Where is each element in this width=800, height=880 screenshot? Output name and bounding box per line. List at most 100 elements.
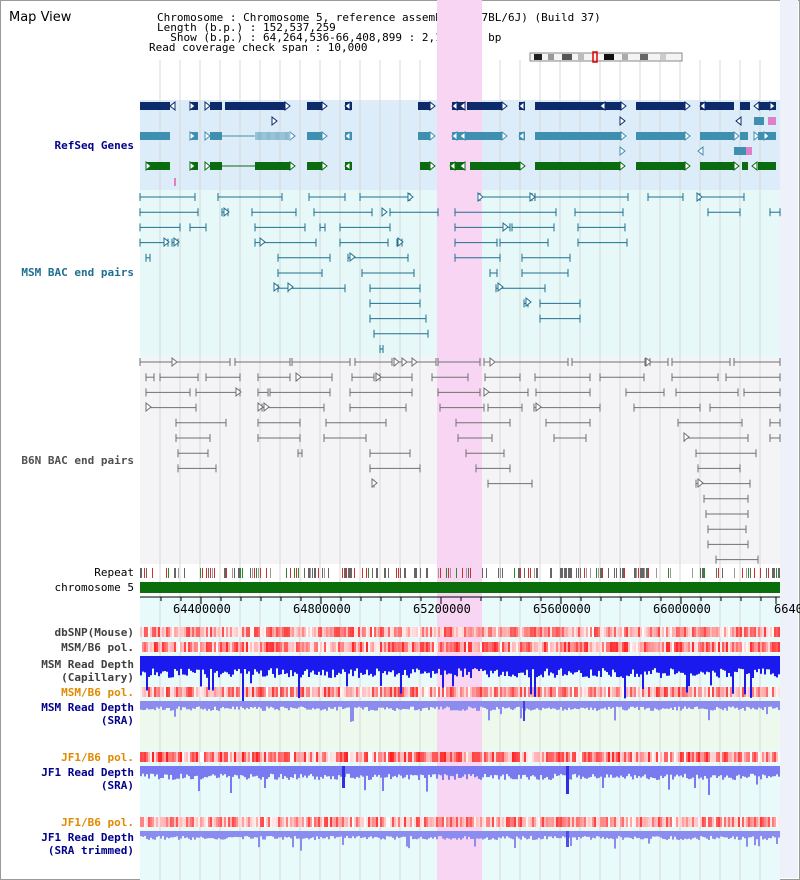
b6n-bac-pairs[interactable] <box>139 356 781 564</box>
heat-cell <box>366 817 368 827</box>
heat-cell <box>434 642 436 652</box>
depth-bar <box>306 831 308 838</box>
depth-bar <box>598 766 600 778</box>
depth-bar <box>346 766 348 774</box>
depth-bar <box>500 656 502 675</box>
heat-cell <box>754 752 756 762</box>
heat-cell <box>556 687 558 697</box>
repeat-element <box>750 568 751 578</box>
depth-bar <box>452 701 454 711</box>
depth-bar <box>570 701 572 710</box>
heat-cell <box>510 627 512 637</box>
heat-cell <box>262 687 264 697</box>
heat-cell <box>468 817 470 827</box>
depth-bar <box>374 766 376 775</box>
depth-bar <box>368 701 370 711</box>
depth-bar <box>642 701 644 707</box>
heat-cell <box>440 687 442 697</box>
repeat-element <box>344 568 346 578</box>
strand-arrow <box>684 160 691 172</box>
heat-cell <box>186 687 188 697</box>
depth-bar <box>560 701 562 708</box>
heat-cell <box>360 687 362 697</box>
heat-cell <box>674 752 676 762</box>
repeat-element <box>426 568 428 578</box>
depth-bar <box>742 701 744 708</box>
depth-bar <box>440 831 442 837</box>
strand-arrow <box>684 130 691 142</box>
depth-bar <box>260 656 262 671</box>
depth-bar <box>632 766 634 780</box>
repeat-element <box>776 568 777 578</box>
heat-cell <box>604 642 606 652</box>
depth-bar <box>462 766 464 777</box>
depth-bar <box>694 766 696 788</box>
depth-bar <box>372 766 374 777</box>
depth-bar <box>750 701 752 710</box>
repeat-element <box>570 568 572 578</box>
heat-cell <box>658 642 660 652</box>
depth-bar <box>376 766 378 777</box>
heat-cell <box>498 642 500 652</box>
heat-cell <box>670 817 672 827</box>
depth-bar <box>314 766 316 780</box>
depth-bar <box>448 766 450 780</box>
depth-bar <box>388 656 390 672</box>
depth-bar <box>578 766 580 776</box>
heat-cell <box>168 642 170 652</box>
heat-cell <box>522 817 524 827</box>
heat-cell <box>358 687 360 697</box>
heat-cell <box>710 752 712 762</box>
depth-bar <box>180 831 182 839</box>
heat-cell <box>314 627 316 637</box>
depth-bar <box>326 766 328 777</box>
depth-bar <box>580 656 582 673</box>
heat-cell <box>386 642 388 652</box>
heat-cell <box>758 627 760 637</box>
depth-bar <box>774 831 776 838</box>
depth-bar <box>636 766 638 778</box>
depth-bar <box>298 831 300 839</box>
heat-cell <box>342 687 344 697</box>
depth-bar <box>532 701 534 710</box>
heat-cell <box>658 817 660 827</box>
heat-cell <box>518 687 520 697</box>
depth-bar <box>496 831 498 840</box>
depth-bar <box>206 766 208 778</box>
heat-cell <box>296 752 298 762</box>
heat-cell <box>170 687 172 697</box>
heat-cell <box>274 817 276 827</box>
heat-cell <box>226 642 228 652</box>
heat-cell <box>760 627 762 637</box>
heat-cell <box>690 752 692 762</box>
heat-cell <box>152 687 154 697</box>
heat-cell <box>392 817 394 827</box>
heat-cell <box>596 642 598 652</box>
heat-cell <box>278 752 280 762</box>
depth-bar <box>188 766 190 777</box>
track-label-msm-depth-capillary-sub: (Capillary) <box>61 671 134 684</box>
chromosome-ideogram[interactable] <box>529 51 683 63</box>
depth-bar <box>304 701 306 708</box>
heat-cell <box>220 627 222 637</box>
heat-cell <box>366 642 368 652</box>
refseq-gene-models[interactable] <box>140 100 776 186</box>
depth-bar <box>706 656 708 672</box>
depth-bar <box>248 831 250 837</box>
depth-bar <box>318 701 320 709</box>
depth-bar <box>258 831 260 848</box>
depth-bar <box>422 656 424 674</box>
strand-arrow <box>204 130 211 142</box>
depth-bar <box>728 766 730 778</box>
heat-cell <box>640 627 642 637</box>
heat-cell <box>586 642 588 652</box>
heat-cell <box>228 687 230 697</box>
msm-bac-pairs[interactable] <box>139 191 781 353</box>
heat-cell <box>410 687 412 697</box>
heat-cell <box>618 642 620 652</box>
axis-tick-label: 64400000 <box>173 602 231 616</box>
strand-arrow <box>619 115 626 127</box>
heat-cell <box>146 642 148 652</box>
heat-cell <box>190 752 192 762</box>
